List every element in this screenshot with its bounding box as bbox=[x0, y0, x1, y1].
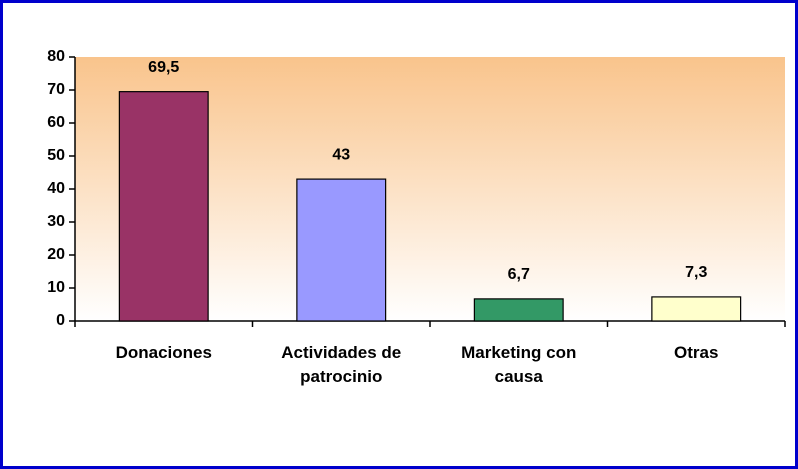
y-tick-label: 50 bbox=[47, 147, 65, 164]
y-tick-label: 30 bbox=[47, 213, 65, 230]
bar bbox=[118, 91, 209, 322]
x-tick-label: Donaciones bbox=[115, 343, 212, 362]
value-label: 7,3 bbox=[685, 264, 707, 281]
bar bbox=[473, 298, 564, 322]
x-tick-label: Otras bbox=[674, 343, 719, 362]
x-tick-label: Marketing con causa bbox=[461, 343, 577, 386]
value-label: 69,5 bbox=[148, 59, 179, 76]
y-tick-label: 60 bbox=[47, 114, 65, 131]
x-tick-label: Actividades de patrocinio bbox=[281, 343, 402, 386]
y-tick-label: 40 bbox=[47, 180, 65, 197]
y-tick-label: 70 bbox=[47, 81, 65, 98]
bar bbox=[296, 178, 387, 322]
y-tick-label: 80 bbox=[47, 48, 65, 65]
value-label: 6,7 bbox=[508, 266, 530, 283]
y-tick-label: 0 bbox=[56, 312, 65, 329]
y-tick-label: 10 bbox=[47, 279, 65, 296]
y-tick-label: 20 bbox=[47, 246, 65, 263]
value-label: 43 bbox=[332, 146, 350, 163]
bar bbox=[651, 296, 742, 322]
